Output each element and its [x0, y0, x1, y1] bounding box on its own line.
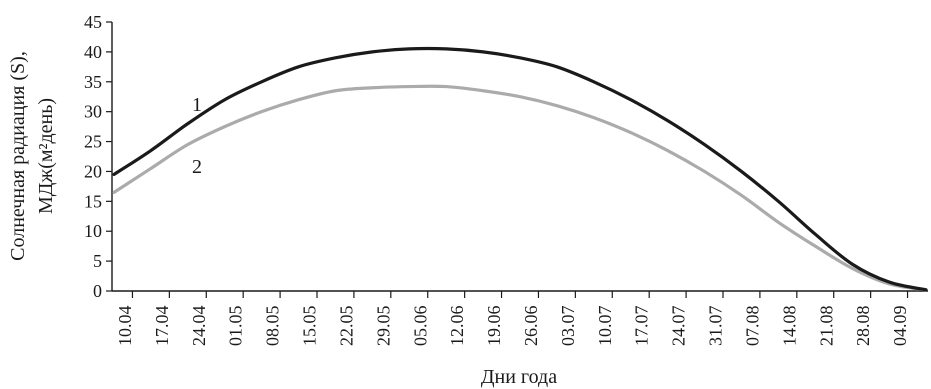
- x-tick-label: 28.08: [853, 306, 873, 347]
- y-axis-title-line-1: Солнечная радиация (S),: [7, 51, 29, 261]
- x-tick-label: 15.05: [300, 306, 320, 347]
- x-tick-label: 19.06: [484, 305, 504, 346]
- y-tick-label: 15: [84, 191, 102, 211]
- y-tick-label: 25: [84, 132, 102, 152]
- y-tick-label: 30: [84, 102, 102, 122]
- x-tick-label: 07.08: [742, 306, 762, 347]
- x-tick-label: 14.08: [779, 306, 799, 347]
- series-1-label: 1: [192, 94, 202, 116]
- x-tick-label: 11.09: [927, 306, 931, 346]
- x-tick-label: 29.05: [373, 306, 393, 347]
- y-tick-label: 5: [93, 251, 102, 271]
- x-tick-label: 04.09: [890, 306, 910, 347]
- x-tick-label: 17.07: [632, 306, 652, 347]
- x-tick-label: 22.05: [336, 306, 356, 347]
- series-2-line: [112, 84, 928, 292]
- x-tick-label: 05.06: [410, 306, 430, 347]
- axes: 0 5 10 15 20 25 30 35 40 45 10.04 17.04 24.04 01.05 08…: [84, 12, 931, 346]
- x-tick-label: 08.05: [263, 306, 283, 347]
- y-tick-label: 40: [84, 42, 102, 62]
- y-tick-label: 20: [84, 161, 102, 181]
- x-tick-label: 03.07: [558, 306, 578, 347]
- y-tick-label: 35: [84, 72, 102, 92]
- x-tick-label: 21.08: [816, 306, 836, 347]
- x-tick-label: 12.06: [447, 306, 467, 347]
- x-tick-label: 26.06: [521, 306, 541, 347]
- x-axis-title: Дни года: [481, 366, 557, 388]
- x-tick-label: 10.07: [595, 306, 615, 347]
- series-lines: [112, 46, 928, 292]
- y-tick-label: 45: [84, 12, 102, 32]
- chart-labels: Солнечная радиация (S), МДж(м²день) Дни …: [7, 51, 557, 388]
- series-2-label: 2: [192, 156, 202, 178]
- x-tick-label: 31.07: [706, 306, 726, 347]
- x-tick-label: 10.04: [115, 306, 135, 347]
- y-tick-label: 0: [93, 281, 102, 301]
- x-tick-label: 01.05: [226, 306, 246, 347]
- y-tick-label: 10: [84, 221, 102, 241]
- x-tick-label: 17.04: [152, 306, 172, 347]
- x-tick-label: 24.07: [669, 306, 689, 347]
- x-tick-label: 24.04: [189, 306, 209, 347]
- y-axis-title-line-2: МДж(м²день): [35, 98, 57, 214]
- series-1-line: [112, 46, 928, 292]
